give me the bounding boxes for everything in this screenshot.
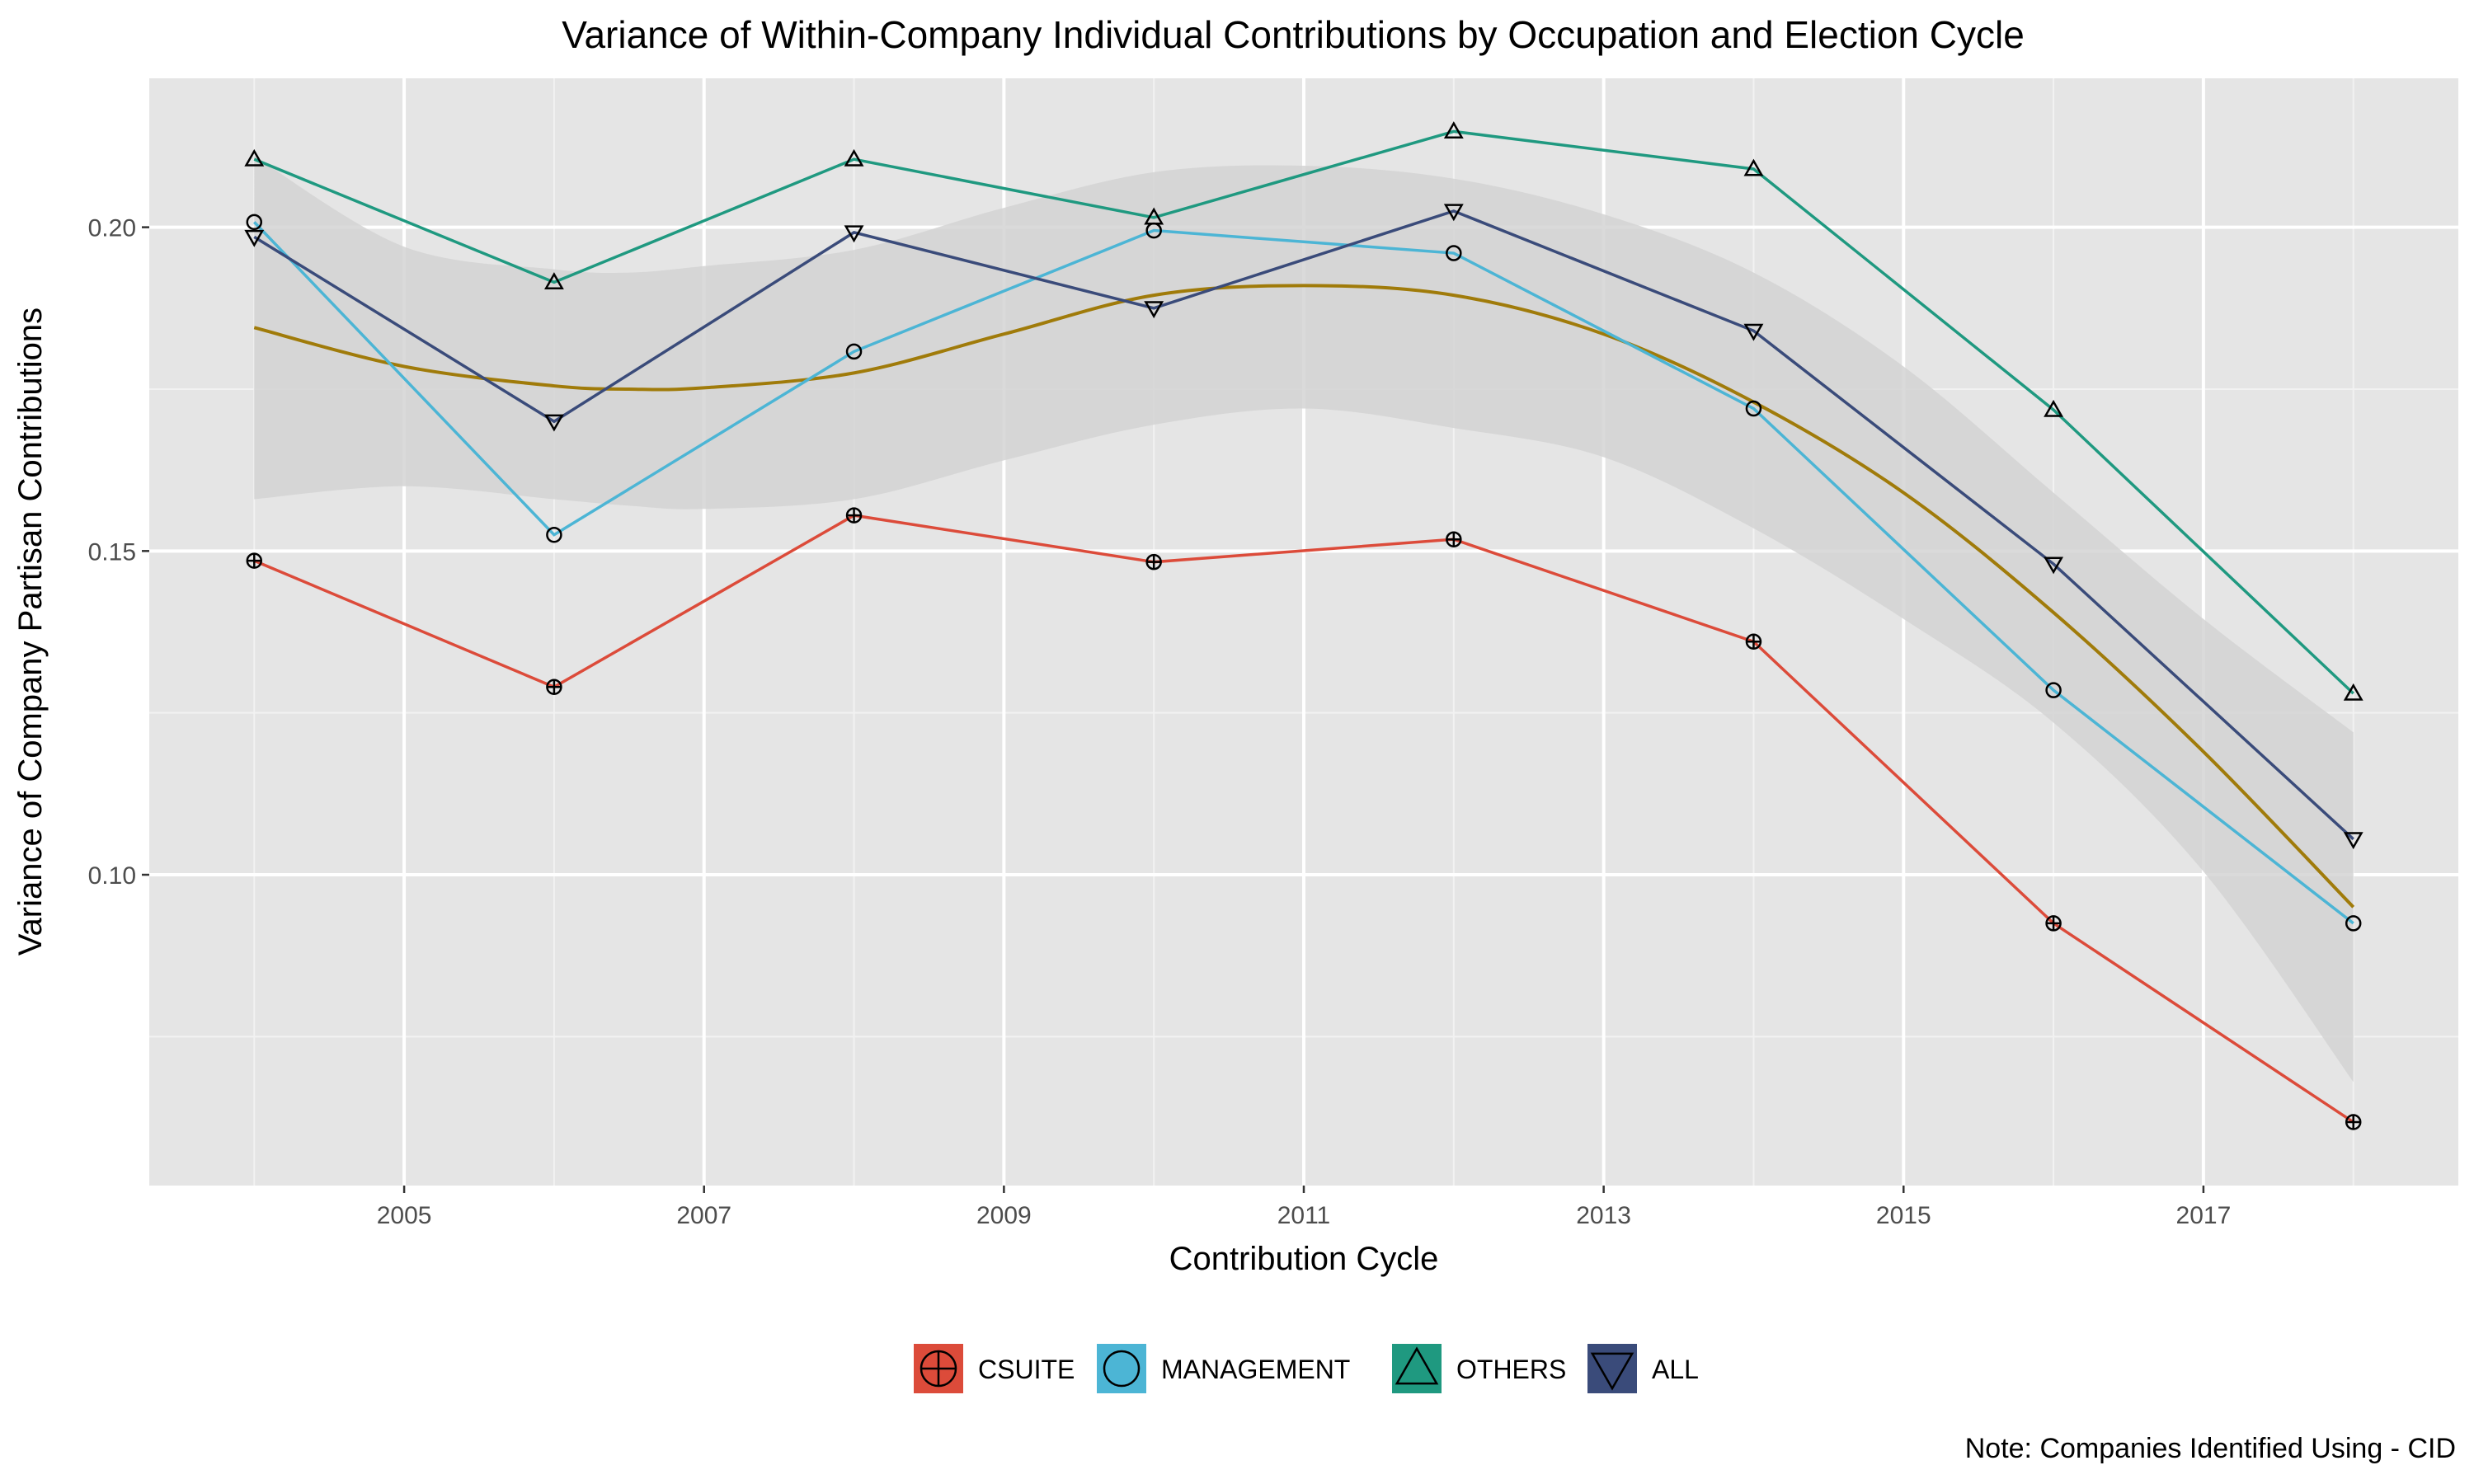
- point-csuite: [2045, 915, 2062, 932]
- point-management: [845, 343, 863, 360]
- point-others: [1144, 207, 1164, 225]
- legend-item-management: MANAGEMENT: [1097, 1344, 1350, 1393]
- point-management: [2045, 682, 2062, 698]
- legend-label-all: ALL: [1652, 1355, 1699, 1384]
- point-management: [1446, 245, 1462, 261]
- y-axis-title: Variance of Company Partisan Contributio…: [12, 308, 49, 956]
- point-management: [1745, 400, 1762, 417]
- point-all: [244, 229, 265, 247]
- series-line-management: [253, 221, 2354, 925]
- point-others: [1443, 121, 1464, 139]
- x-tick-label: 2015: [1876, 1202, 1931, 1229]
- y-tick-label: 0.20: [88, 215, 136, 242]
- legend-item-others: OTHERS: [1392, 1344, 1566, 1393]
- point-others: [844, 148, 864, 167]
- point-all: [1743, 323, 1764, 341]
- point-csuite: [2345, 1114, 2362, 1130]
- x-tick-label: 2009: [976, 1202, 1032, 1229]
- legend-label-others: OTHERS: [1456, 1355, 1566, 1384]
- series-line-csuite: [253, 514, 2354, 1124]
- legend-item-all: ALL: [1587, 1344, 1699, 1393]
- point-all: [2343, 832, 2363, 850]
- x-axis: 2005 2007 2009 2011 2013 2015 2017: [377, 1186, 2232, 1229]
- point-csuite: [1145, 553, 1162, 571]
- legend-item-csuite: CSUITE: [914, 1344, 1075, 1393]
- point-all: [543, 414, 564, 432]
- legend-marker-others: [1395, 1346, 1439, 1385]
- point-all: [2044, 556, 2064, 575]
- legend-marker-management: [1103, 1350, 1141, 1388]
- point-csuite: [845, 507, 863, 524]
- x-tick-label: 2005: [377, 1202, 432, 1229]
- chart-title: Variance of Within-Company Individual Co…: [562, 13, 2025, 56]
- point-management: [546, 526, 562, 543]
- smooth-line: [253, 284, 2355, 909]
- legend-label-management: MANAGEMENT: [1161, 1355, 1350, 1384]
- legend: CSUITE MANAGEMENT OTHERS ALL: [914, 1344, 1699, 1393]
- point-csuite: [1745, 633, 1762, 650]
- series-line-others: [253, 129, 2354, 695]
- legend-label-csuite: CSUITE: [978, 1355, 1075, 1384]
- markers: [244, 121, 2363, 1130]
- point-management: [2345, 915, 2362, 932]
- series-line-all: [253, 209, 2354, 841]
- x-tick-label: 2007: [676, 1202, 731, 1229]
- y-tick-label: 0.10: [88, 862, 136, 890]
- legend-key-all: [1587, 1344, 1637, 1393]
- point-others: [2044, 399, 2064, 417]
- legend-marker-all: [1590, 1352, 1634, 1391]
- series-lines: [253, 129, 2354, 1124]
- x-tick-label: 2013: [1576, 1202, 1631, 1229]
- legend-key-others: [1392, 1344, 1442, 1393]
- point-management: [246, 214, 263, 231]
- legend-marker-csuite: [920, 1350, 957, 1388]
- point-others: [543, 272, 564, 289]
- point-csuite: [1446, 531, 1462, 547]
- point-csuite: [546, 679, 562, 696]
- y-axis: 0.10 0.15 0.20: [88, 215, 149, 890]
- point-all: [1443, 204, 1464, 222]
- x-tick-label: 2017: [2176, 1202, 2232, 1229]
- x-tick-label: 2011: [1277, 1202, 1331, 1229]
- y-tick-label: 0.15: [88, 538, 136, 566]
- point-others: [244, 148, 265, 167]
- x-axis-title: Contribution Cycle: [1169, 1241, 1439, 1277]
- point-all: [844, 225, 864, 243]
- point-others: [2343, 683, 2363, 701]
- point-all: [1144, 301, 1164, 319]
- caption: Note: Companies Identified Using - CID: [1965, 1433, 2456, 1464]
- point-others: [1743, 158, 1764, 176]
- point-csuite: [246, 552, 263, 569]
